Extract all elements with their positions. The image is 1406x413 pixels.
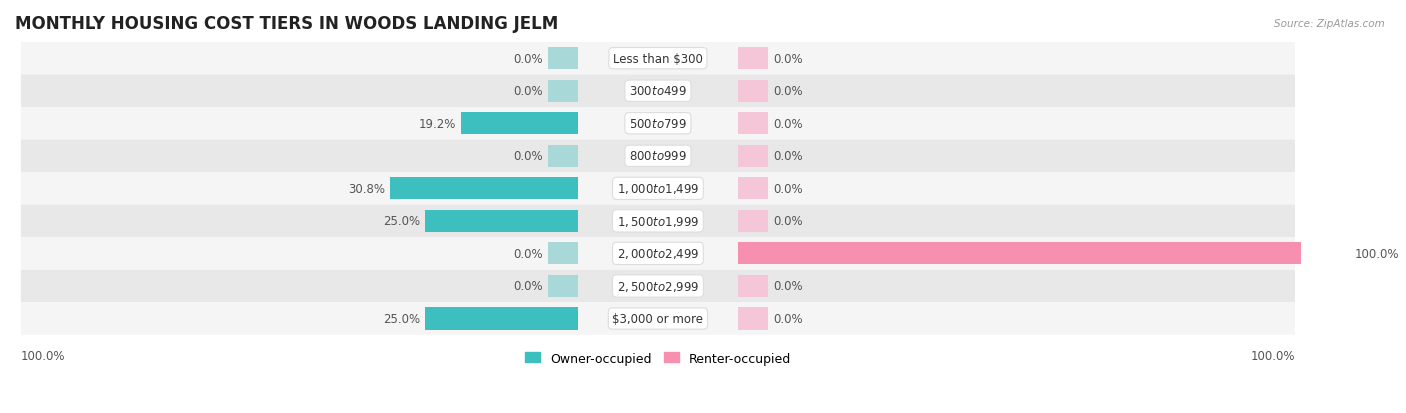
FancyBboxPatch shape <box>21 302 1295 335</box>
Bar <box>548 275 578 297</box>
Text: $300 to $499: $300 to $499 <box>628 85 686 98</box>
FancyBboxPatch shape <box>21 43 1295 75</box>
Text: $2,000 to $2,499: $2,000 to $2,499 <box>617 247 699 261</box>
Text: $1,000 to $1,499: $1,000 to $1,499 <box>617 182 699 196</box>
FancyBboxPatch shape <box>21 140 1295 173</box>
Bar <box>738 178 768 200</box>
FancyBboxPatch shape <box>21 173 1295 205</box>
Bar <box>738 308 768 330</box>
Text: $500 to $799: $500 to $799 <box>628 117 686 131</box>
Text: $2,500 to $2,999: $2,500 to $2,999 <box>617 279 699 293</box>
Bar <box>738 48 768 70</box>
Bar <box>738 210 768 233</box>
Text: 0.0%: 0.0% <box>513 280 543 293</box>
FancyBboxPatch shape <box>21 270 1295 302</box>
Text: 100.0%: 100.0% <box>1250 349 1295 363</box>
Bar <box>548 145 578 167</box>
Bar <box>425 210 578 233</box>
Text: $3,000 or more: $3,000 or more <box>613 312 703 325</box>
FancyBboxPatch shape <box>21 75 1295 108</box>
Text: $1,500 to $1,999: $1,500 to $1,999 <box>617 214 699 228</box>
Bar <box>738 81 768 102</box>
Text: 0.0%: 0.0% <box>773 85 803 98</box>
Bar <box>738 145 768 167</box>
Legend: Owner-occupied, Renter-occupied: Owner-occupied, Renter-occupied <box>520 347 796 370</box>
Text: MONTHLY HOUSING COST TIERS IN WOODS LANDING JELM: MONTHLY HOUSING COST TIERS IN WOODS LAND… <box>15 15 558 33</box>
Bar <box>548 243 578 265</box>
Text: Less than $300: Less than $300 <box>613 52 703 66</box>
Text: 25.0%: 25.0% <box>384 215 420 228</box>
Text: 100.0%: 100.0% <box>21 349 66 363</box>
Bar <box>548 48 578 70</box>
Bar <box>461 113 578 135</box>
Bar <box>738 243 1350 265</box>
Text: Source: ZipAtlas.com: Source: ZipAtlas.com <box>1274 19 1385 28</box>
Text: 0.0%: 0.0% <box>773 215 803 228</box>
Bar <box>389 178 578 200</box>
Bar <box>425 308 578 330</box>
FancyBboxPatch shape <box>21 108 1295 140</box>
Text: 0.0%: 0.0% <box>513 52 543 66</box>
Bar <box>738 113 768 135</box>
Text: 30.8%: 30.8% <box>347 183 385 195</box>
FancyBboxPatch shape <box>21 237 1295 270</box>
Text: 0.0%: 0.0% <box>513 85 543 98</box>
Text: 0.0%: 0.0% <box>773 150 803 163</box>
Text: 100.0%: 100.0% <box>1355 247 1399 260</box>
Bar <box>738 275 768 297</box>
Text: 0.0%: 0.0% <box>773 183 803 195</box>
Text: 0.0%: 0.0% <box>513 247 543 260</box>
FancyBboxPatch shape <box>21 205 1295 237</box>
Text: 0.0%: 0.0% <box>773 280 803 293</box>
Text: $800 to $999: $800 to $999 <box>628 150 686 163</box>
Text: 0.0%: 0.0% <box>513 150 543 163</box>
Text: 0.0%: 0.0% <box>773 52 803 66</box>
Text: 0.0%: 0.0% <box>773 312 803 325</box>
Text: 19.2%: 19.2% <box>419 117 456 131</box>
Text: 0.0%: 0.0% <box>773 117 803 131</box>
Bar <box>548 81 578 102</box>
Text: 25.0%: 25.0% <box>384 312 420 325</box>
